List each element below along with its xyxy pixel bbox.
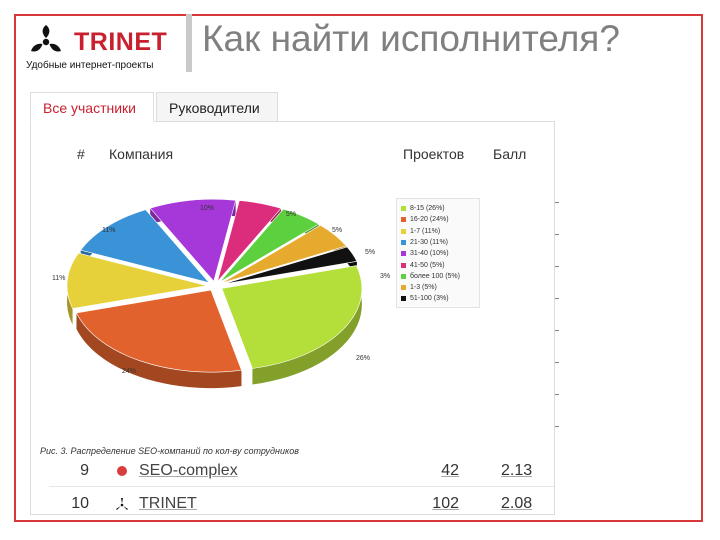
score-link[interactable]: 2.08 bbox=[501, 495, 533, 512]
logo-subtitle: Удобные интернет-проекты bbox=[26, 60, 154, 71]
legend-label: 41-50 (5%) bbox=[410, 261, 445, 269]
legend-swatch bbox=[401, 262, 406, 268]
table-row[interactable]: 9 SEO-complex 42 2.13 bbox=[49, 460, 549, 484]
scroll-mark bbox=[555, 330, 559, 331]
trinet-logo-icon bbox=[31, 25, 61, 52]
legend-label: 1-3 (5%) bbox=[410, 284, 437, 292]
pie-slice-16-20 bbox=[76, 289, 242, 373]
legend-swatch bbox=[401, 296, 406, 302]
pie-slice-label: 10% bbox=[200, 205, 214, 212]
scroll-mark bbox=[555, 202, 559, 203]
scroll-mark bbox=[555, 394, 559, 395]
projects-link[interactable]: 42 bbox=[441, 462, 459, 479]
column-header-company[interactable]: Компания bbox=[109, 146, 174, 162]
pie-slice-41-50 bbox=[217, 200, 282, 282]
legend-label: 16-20 (24%) bbox=[410, 216, 449, 224]
scroll-mark bbox=[555, 362, 559, 363]
pie-slice-side-8-15 bbox=[252, 265, 362, 385]
pie-slice-1-7 bbox=[66, 252, 208, 309]
legend-label: 21-30 (11%) bbox=[410, 238, 449, 246]
chart-caption: Рис. 3. Распределение SEO-компаний по ко… bbox=[40, 446, 299, 456]
slide-title: Как найти исполнителя? bbox=[202, 18, 620, 59]
score-link[interactable]: 2.13 bbox=[501, 462, 533, 479]
legend-label: 1-7 (11%) bbox=[410, 227, 441, 235]
tab-all-participants[interactable]: Все участники bbox=[30, 92, 154, 122]
row-rank: 9 bbox=[80, 462, 89, 479]
legend-label: более 100 (5%) bbox=[410, 272, 460, 280]
column-header-rank[interactable]: # bbox=[77, 146, 85, 162]
trinet-logo: TRINET Удобные интернет-проекты bbox=[26, 24, 178, 74]
legend-label: 31-40 (10%) bbox=[410, 250, 449, 258]
pie-slice-side-16-20 bbox=[76, 313, 242, 389]
pie-slice-label: 24% bbox=[122, 368, 136, 375]
trinet-row-icon bbox=[116, 498, 128, 510]
pie-slice-более 100 bbox=[219, 208, 320, 283]
company-link[interactable]: TRINET bbox=[139, 495, 197, 512]
legend-swatch bbox=[401, 228, 406, 234]
company-badge-icon bbox=[117, 466, 127, 476]
title-divider bbox=[186, 14, 192, 72]
pie-slice-label: 3% bbox=[380, 273, 390, 280]
legend-label: 51-100 (3%) bbox=[410, 295, 449, 303]
chart-legend: 8-15 (26%) 16-20 (24%) 1-7 (11%) 21-30 (11%… bbox=[396, 198, 480, 308]
legend-swatch bbox=[401, 251, 406, 257]
logo-text: TRINET bbox=[74, 28, 168, 56]
tab-managers[interactable]: Руководители bbox=[156, 92, 278, 122]
legend-swatch bbox=[401, 217, 406, 223]
pie-slice-label: 5% bbox=[365, 249, 375, 256]
ratings-panel: # Компания Проектов Балл 9 SEO-complex 4… bbox=[30, 90, 559, 517]
pie-slice-1-3 bbox=[221, 224, 347, 284]
projects-link[interactable]: 102 bbox=[432, 495, 459, 512]
scroll-mark bbox=[555, 298, 559, 299]
scroll-mark bbox=[555, 266, 559, 267]
pie-slice-label: 26% bbox=[356, 355, 370, 362]
column-header-score[interactable]: Балл bbox=[493, 146, 527, 162]
pie-chart-svg: 26% 24% 11% 11% 10% 5% 5% 5% 3% bbox=[52, 198, 390, 389]
legend-swatch bbox=[401, 273, 406, 279]
legend-label: 8-15 (26%) bbox=[410, 205, 445, 212]
pie-slice-label: 11% bbox=[102, 227, 116, 234]
pie-slice-label: 5% bbox=[286, 211, 296, 218]
scroll-mark bbox=[555, 426, 559, 427]
row-divider bbox=[49, 486, 554, 487]
legend-swatch bbox=[401, 285, 406, 291]
pie-slice-label: 11% bbox=[52, 275, 66, 282]
slide-frame bbox=[14, 14, 703, 522]
column-header-projects[interactable]: Проектов bbox=[403, 146, 465, 162]
pie-chart: 26% 24% 11% 11% 10% 5% 5% 5% 3% bbox=[40, 190, 390, 440]
pie-slice-31-40 bbox=[149, 198, 237, 282]
pie-slice-label: 5% bbox=[332, 227, 342, 234]
legend-swatch bbox=[401, 239, 406, 245]
row-rank: 10 bbox=[71, 495, 89, 512]
pie-slice-51-100 bbox=[222, 246, 358, 285]
table-row[interactable]: 10 TRINET 102 2.08 bbox=[49, 493, 549, 517]
legend-swatch bbox=[401, 206, 406, 211]
pie-slice-8-15 bbox=[221, 265, 363, 369]
scroll-mark bbox=[555, 234, 559, 235]
company-link[interactable]: SEO-complex bbox=[139, 462, 238, 479]
pie-slice-21-30 bbox=[80, 209, 211, 284]
